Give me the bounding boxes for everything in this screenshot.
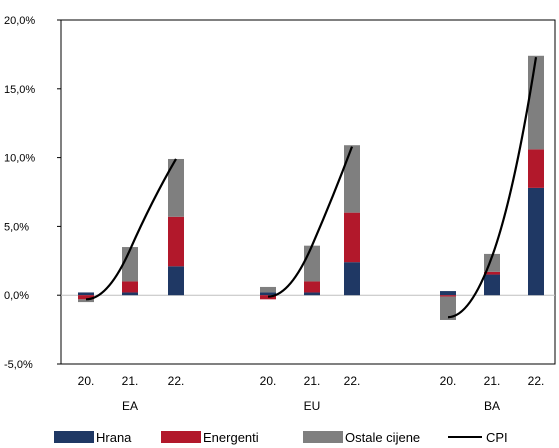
cpi-lines <box>85 56 538 319</box>
y-tick-label: 20,0% <box>4 15 35 27</box>
bar-energenti <box>78 295 94 300</box>
bar-ostale-cijene <box>304 245 320 282</box>
legend-item-energenti: Energenti <box>161 428 259 446</box>
legend-item-ostale: Ostale cijene <box>303 428 420 446</box>
legend-item-cpi: CPI <box>448 428 508 446</box>
bar-ostale-cijene <box>344 145 360 213</box>
bar-energenti <box>122 281 138 293</box>
x-tick-label: 21. <box>304 374 321 388</box>
y-tick-label: -5,0% <box>4 359 33 371</box>
bar-hrana <box>304 292 320 296</box>
group-label: EA <box>122 399 138 413</box>
bar-energenti <box>484 271 500 275</box>
legend-swatch-hrana <box>54 431 94 443</box>
bar-energenti <box>304 281 320 293</box>
bar-energenti <box>440 295 456 297</box>
legend-swatch-ostale <box>303 431 343 443</box>
x-tick-label: 20. <box>440 374 457 388</box>
y-tick-label: 10,0% <box>4 153 35 165</box>
legend-label-cpi: CPI <box>486 429 508 445</box>
x-tick-label: 22. <box>528 374 545 388</box>
group-label: EU <box>304 399 321 413</box>
plot-frame <box>60 19 556 365</box>
bar-ostale-cijene <box>78 299 94 303</box>
bar-hrana <box>344 262 360 296</box>
bar-hrana <box>484 274 500 296</box>
bar-hrana <box>168 266 184 296</box>
y-tick-label: 15,0% <box>4 84 35 96</box>
axes <box>57 19 556 365</box>
bar-hrana <box>78 292 94 296</box>
bars <box>78 55 544 320</box>
bar-hrana <box>260 292 276 296</box>
legend-label-ostale: Ostale cijene <box>345 429 421 445</box>
cpi-line <box>447 56 538 319</box>
bar-energenti <box>528 149 544 188</box>
bar-hrana <box>528 187 544 296</box>
cpi-line <box>85 158 177 301</box>
bar-hrana <box>440 291 456 296</box>
group-label: BA <box>484 399 500 413</box>
cpi-line <box>267 146 354 298</box>
bar-ostale-cijene <box>528 55 544 150</box>
y-tick-label: 0,0% <box>4 290 29 302</box>
x-tick-label: 21. <box>122 374 139 388</box>
x-tick-label: 22. <box>168 374 185 388</box>
bar-ostale-cijene <box>260 286 276 293</box>
bar-energenti <box>168 216 184 267</box>
bar-ostale-cijene <box>122 247 138 282</box>
bar-hrana <box>122 292 138 296</box>
y-tick-label: 5,0% <box>4 221 29 233</box>
legend-item-hrana: Hrana <box>54 428 131 446</box>
legend: Hrana Energenti Ostale cijene CPI <box>0 426 559 448</box>
bar-energenti <box>344 212 360 263</box>
x-tick-label: 22. <box>344 374 361 388</box>
legend-label-energenti: Energenti <box>203 429 259 445</box>
tick-labels: 20,0% 15,0% 10,0% 5,0% 0,0% -5,0% 20. 21. 22. EA 2… <box>4 15 544 413</box>
x-tick-label: 20. <box>260 374 277 388</box>
chart: 20,0% 15,0% 10,0% 5,0% 0,0% -5,0% 20. 21. 22. EA 2… <box>4 15 556 413</box>
x-tick-label: 21. <box>484 374 501 388</box>
bar-ostale-cijene <box>440 296 456 320</box>
bar-ostale-cijene <box>168 158 184 217</box>
legend-swatch-energenti <box>161 431 201 443</box>
legend-swatch-cpi <box>448 436 482 438</box>
legend-label-hrana: Hrana <box>96 429 132 445</box>
x-tick-label: 20. <box>78 374 95 388</box>
